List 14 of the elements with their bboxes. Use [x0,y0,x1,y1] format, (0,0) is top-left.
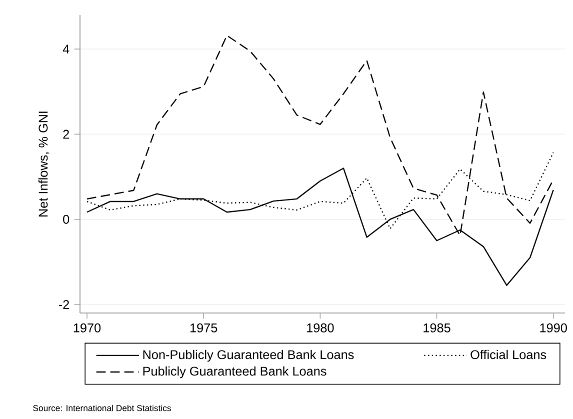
source-note: Source: International Debt Statistics [33,404,171,412]
legend-label: Non-Publicly Guaranteed Bank Loans [143,350,354,362]
y-tick-label: 2 [63,130,69,139]
y-axis-title: Net Inflows, % GNI [38,112,50,216]
x-tick-label: 1975 [190,323,218,332]
y-tick-label: -2 [58,300,69,309]
y-tick-label: 4 [62,44,70,54]
legend-label: Official Loans [470,350,546,360]
x-tick-label: 1990 [540,323,567,332]
legend-label: Publicly Guaranteed Bank Loans [143,366,326,378]
y-tick-label: 0 [63,214,70,224]
x-tick-label: 1980 [307,323,334,332]
x-tick-label: 1970 [74,323,101,332]
x-tick-label: 1985 [424,323,450,332]
